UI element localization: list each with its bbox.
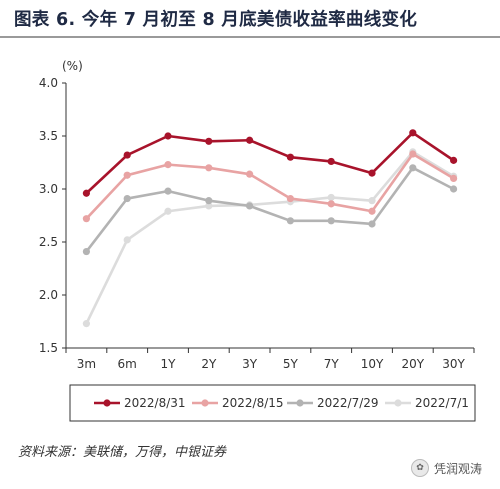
x-tick-label: 7Y: [324, 357, 340, 371]
x-tick-label: 20Y: [401, 357, 424, 371]
source-note: 资料来源：美联储，万得，中银证券: [18, 445, 227, 460]
data-point: [246, 136, 254, 144]
data-point: [123, 171, 131, 179]
legend-swatch-marker: [103, 399, 111, 407]
title-divider: [0, 36, 500, 38]
data-point: [205, 202, 213, 210]
data-point: [368, 169, 376, 177]
data-point: [123, 236, 131, 244]
data-point: [164, 187, 172, 195]
data-point: [246, 202, 254, 210]
data-point: [82, 320, 90, 328]
watermark: ✿ 凭润观涛: [410, 459, 482, 477]
data-point: [409, 150, 417, 158]
y-unit-label: (%): [62, 59, 83, 73]
y-axis: 1.5 2.0 2.5 3.0 3.5 4.0: [39, 76, 67, 355]
data-point: [164, 161, 172, 169]
data-point: [327, 200, 335, 208]
data-point: [368, 220, 376, 228]
x-axis: 3m 6m 1Y 2Y 3Y 5Y 7Y 10Y 20Y 30Y: [65, 347, 475, 371]
data-point: [246, 170, 254, 178]
x-tick-label: 3m: [77, 357, 96, 371]
legend-swatch-marker: [296, 399, 304, 407]
y-tick-label: 3.5: [39, 129, 58, 143]
data-point: [123, 151, 131, 159]
data-point: [205, 197, 213, 205]
legend-swatch-marker: [201, 399, 209, 407]
data-point: [327, 193, 335, 202]
legend-label: 2022/7/29: [317, 396, 379, 410]
x-tick-label: 5Y: [283, 357, 299, 371]
data-point: [327, 157, 335, 166]
x-tick-label: 2Y: [201, 357, 217, 371]
legend-swatch-marker: [394, 399, 402, 407]
data-point: [164, 207, 172, 215]
data-point: [368, 197, 376, 205]
data-point: [450, 156, 458, 164]
y-tick-label: 3.0: [39, 182, 58, 196]
y-tick-label: 4.0: [39, 76, 58, 90]
legend-label: 2022/8/31: [124, 396, 186, 410]
x-tick-label: 30Y: [442, 357, 465, 371]
series-line-3: [85, 150, 455, 325]
series-line-2: [85, 166, 455, 253]
data-point: [82, 189, 90, 197]
data-point: [164, 132, 172, 140]
series-lines: [82, 129, 458, 328]
data-point: [327, 217, 335, 225]
chart-title: 图表 6. 今年 7 月初至 8 月底美债收益率曲线变化: [14, 10, 418, 30]
legend-label: 2022/7/1: [415, 396, 469, 410]
data-point: [205, 164, 213, 172]
data-point: [82, 215, 90, 223]
data-point: [205, 137, 213, 145]
data-point: [409, 129, 417, 137]
series-line-1: [85, 152, 455, 220]
x-tick-label: 1Y: [161, 357, 177, 371]
x-tick-label: 6m: [118, 357, 137, 371]
data-point: [123, 194, 131, 203]
data-point: [286, 194, 294, 203]
data-point: [409, 164, 417, 172]
x-tick-label: 3Y: [242, 357, 258, 371]
data-point: [368, 207, 376, 215]
y-tick-label: 2.0: [39, 288, 58, 302]
watermark-text: 凭润观涛: [433, 461, 482, 476]
data-point: [286, 153, 294, 161]
data-point: [82, 247, 90, 256]
legend: 2022/8/31 2022/8/15 2022/7/29 2022/7/1: [94, 396, 469, 410]
series-line-0: [85, 131, 455, 195]
data-point: [450, 174, 458, 182]
x-tick-label: 10Y: [361, 357, 384, 371]
y-tick-label: 2.5: [39, 235, 58, 249]
legend-label: 2022/8/15: [222, 396, 284, 410]
y-tick-label: 1.5: [39, 341, 58, 355]
wechat-icon: ✿: [410, 459, 429, 477]
data-point: [450, 185, 458, 193]
data-point: [286, 217, 294, 225]
